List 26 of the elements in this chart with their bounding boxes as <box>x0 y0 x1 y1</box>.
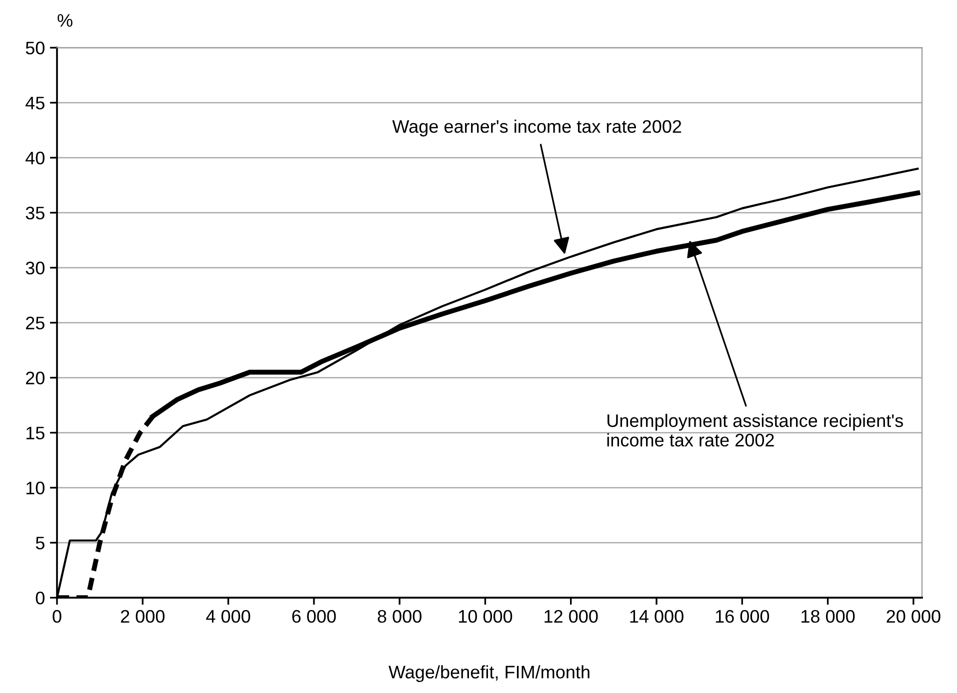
x-tick-label: 10 000 <box>458 610 512 623</box>
x-tick-label: 4 000 <box>206 610 250 623</box>
x-tick-label: 16 000 <box>716 610 770 623</box>
y-tick-label: 50 <box>26 42 44 54</box>
annotation: Unemployment assistance recipient's income tax rate 2002 <box>607 414 903 447</box>
y-axis-title: % <box>58 14 72 27</box>
x-tick-label: 6 000 <box>292 610 336 623</box>
y-tick-label: 35 <box>26 206 44 220</box>
y-tick-label: 30 <box>26 262 44 274</box>
x-tick-label: 12 000 <box>544 610 598 623</box>
y-tick-label: 0 <box>36 592 44 604</box>
annotation: Wage earner's income tax rate 2002 <box>392 120 682 136</box>
y-tick-label: 20 <box>26 372 44 384</box>
x-tick-label: 20 000 <box>886 610 940 623</box>
x-tick-label: 2 000 <box>120 610 165 623</box>
x-axis-title: Wage/benefit, FIM/month <box>388 665 590 682</box>
y-tick-label: 25 <box>26 316 44 330</box>
x-tick-label: 0 <box>52 610 62 623</box>
x-tick-label: 18 000 <box>802 610 855 623</box>
y-tick-label: 45 <box>26 96 44 110</box>
y-tick-label: 5 <box>36 536 44 550</box>
y-tick-label: 10 <box>26 482 44 494</box>
y-tick-label: 40 <box>26 152 44 164</box>
y-tick-label: 15 <box>26 426 44 440</box>
x-tick-label: 8 000 <box>378 610 422 623</box>
x-tick-label: 14 000 <box>630 610 684 623</box>
